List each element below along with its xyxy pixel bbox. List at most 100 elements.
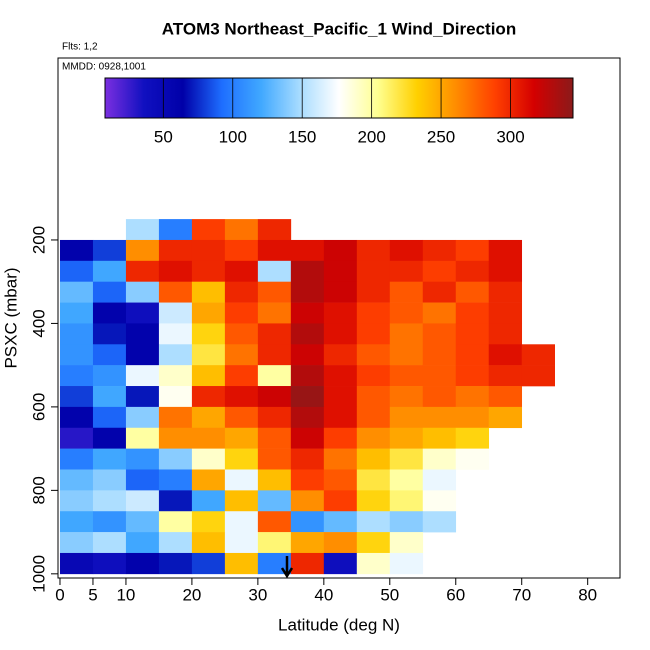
heat-cell xyxy=(125,469,160,491)
heat-cell xyxy=(422,490,457,512)
heat-cell xyxy=(290,448,325,470)
heat-cell xyxy=(356,532,391,554)
colorbar-tick-label: 300 xyxy=(496,127,524,146)
heat-cell xyxy=(290,427,325,449)
heat-cell xyxy=(290,490,325,512)
heat-cell xyxy=(323,490,358,512)
heat-cell xyxy=(92,323,127,345)
heat-cell xyxy=(224,323,259,345)
heat-cell xyxy=(158,552,193,575)
heat-cell xyxy=(356,302,391,324)
heat-cell xyxy=(422,281,457,303)
colorbar-tick-label: 50 xyxy=(154,127,173,146)
heat-cell xyxy=(422,239,457,262)
heat-cell xyxy=(257,239,292,262)
heat-cell xyxy=(389,427,424,449)
heat-cell xyxy=(92,427,127,449)
heat-cell xyxy=(59,490,94,512)
heat-cell xyxy=(224,511,259,533)
heat-cell xyxy=(158,365,193,387)
heat-cell xyxy=(191,344,226,366)
colorbar-tick-label: 250 xyxy=(427,127,455,146)
colorbar: 50 100 150 200 250 300 xyxy=(104,77,574,146)
heat-cell xyxy=(422,260,457,282)
heat-cell xyxy=(191,427,226,449)
heat-cell xyxy=(125,532,160,554)
heat-cell xyxy=(290,323,325,345)
heat-cell xyxy=(455,239,490,262)
heat-cell xyxy=(125,239,160,262)
heat-cell xyxy=(125,302,160,324)
heat-cell xyxy=(488,260,523,282)
heat-cell xyxy=(389,386,424,408)
heat-cell xyxy=(422,427,457,449)
heat-cell xyxy=(422,469,457,491)
heat-cell xyxy=(356,239,391,262)
heat-cell xyxy=(191,260,226,282)
heat-cell xyxy=(455,386,490,408)
heat-cell xyxy=(521,365,555,387)
heat-cell xyxy=(158,239,193,262)
heat-cell xyxy=(224,448,259,470)
chart-title: ATOM3 Northeast_Pacific_1 Wind_Direction xyxy=(162,19,516,38)
heat-cell xyxy=(125,552,160,575)
heat-cell xyxy=(323,406,358,429)
heat-cell xyxy=(323,239,358,262)
heat-cell xyxy=(59,302,94,324)
heat-cell xyxy=(59,260,94,282)
heat-cell xyxy=(488,406,523,429)
heat-cell xyxy=(59,365,94,387)
heat-cell xyxy=(158,219,193,241)
heat-cell xyxy=(92,344,127,366)
heat-cell xyxy=(191,532,226,554)
heat-cell xyxy=(356,552,391,575)
heat-cell xyxy=(389,260,424,282)
heat-cell xyxy=(125,344,160,366)
heat-cell xyxy=(323,427,358,449)
x-tick-label: 50 xyxy=(380,585,399,604)
heat-cell xyxy=(389,239,424,262)
heat-cell xyxy=(356,344,391,366)
heat-cell xyxy=(59,448,94,470)
heat-cell xyxy=(224,406,259,429)
heat-cell xyxy=(389,511,424,533)
heat-cell xyxy=(290,552,325,575)
heat-cell xyxy=(455,406,490,429)
heat-cell xyxy=(158,386,193,408)
heat-cell xyxy=(92,281,127,303)
heat-cell xyxy=(59,469,94,491)
heat-cell xyxy=(389,365,424,387)
heat-cell xyxy=(158,448,193,470)
heat-cell xyxy=(125,490,160,512)
heat-cell xyxy=(158,532,193,554)
heat-cell xyxy=(389,281,424,303)
y-tick-label: 1000 xyxy=(29,555,48,593)
heat-cell xyxy=(92,552,127,575)
x-axis-title: Latitude (deg N) xyxy=(278,615,400,634)
arrow-marker xyxy=(280,556,294,579)
heat-cell xyxy=(224,281,259,303)
heat-cell xyxy=(323,532,358,554)
heat-cell xyxy=(92,302,127,324)
heat-cell xyxy=(290,365,325,387)
heat-cell xyxy=(455,323,490,345)
heat-cell xyxy=(92,532,127,554)
heat-cell xyxy=(158,344,193,366)
heat-cell xyxy=(257,511,292,533)
heat-cell xyxy=(323,365,358,387)
heat-cell xyxy=(224,427,259,449)
heat-cell xyxy=(389,552,424,575)
heat-cell xyxy=(422,448,457,470)
heat-cell xyxy=(356,427,391,449)
heat-cell xyxy=(389,532,424,554)
heat-cell xyxy=(191,365,226,387)
heat-cell xyxy=(257,532,292,554)
heat-cell xyxy=(290,302,325,324)
colorbar-fill xyxy=(104,77,574,119)
x-tick-label: 80 xyxy=(578,585,597,604)
y-axis-title: PSXC (mbar) xyxy=(1,267,20,368)
x-tick-label: 0 xyxy=(55,585,64,604)
heat-cell xyxy=(389,302,424,324)
heat-cell xyxy=(389,406,424,429)
heat-cell xyxy=(92,511,127,533)
